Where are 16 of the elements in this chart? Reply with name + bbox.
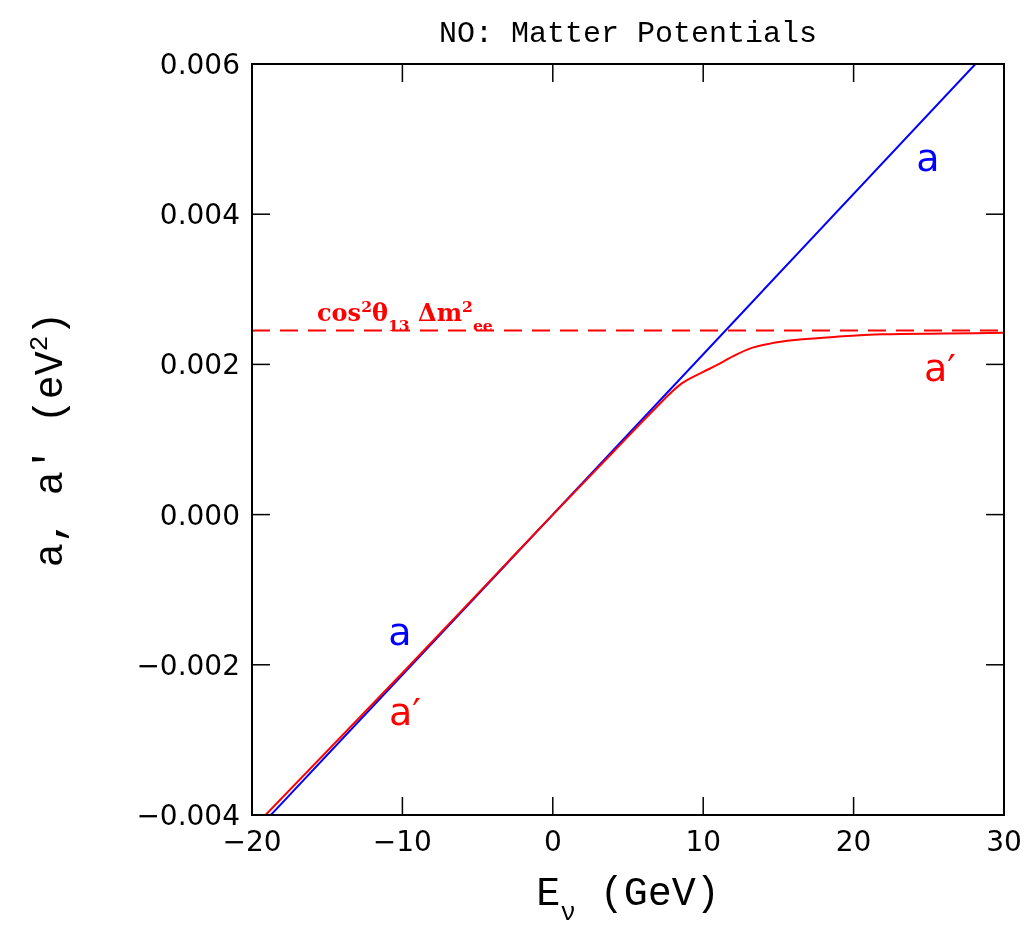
- x-tick-label: 10: [685, 825, 722, 858]
- series-label: a: [916, 136, 940, 180]
- x-tick-label: 30: [986, 825, 1022, 858]
- y-tick-label: 0.002: [159, 348, 240, 382]
- x-tick-label: 20: [835, 825, 872, 858]
- y-tick-label: 0.000: [159, 498, 240, 532]
- y-tick-label: 0.004: [159, 198, 240, 232]
- x-tick-label: 0: [543, 825, 562, 858]
- chart-title: NO: Matter Potentials: [438, 17, 818, 51]
- text: a′: [924, 346, 956, 390]
- y-tick-label: −0.002: [136, 648, 240, 682]
- y-tick-label: 0.006: [159, 48, 240, 81]
- x-tick-label: −10: [372, 825, 432, 858]
- text: a: [388, 610, 412, 654]
- x-axis-title: E$_{ν}$ (GeV): [536, 872, 720, 928]
- series-label: a′: [389, 690, 421, 734]
